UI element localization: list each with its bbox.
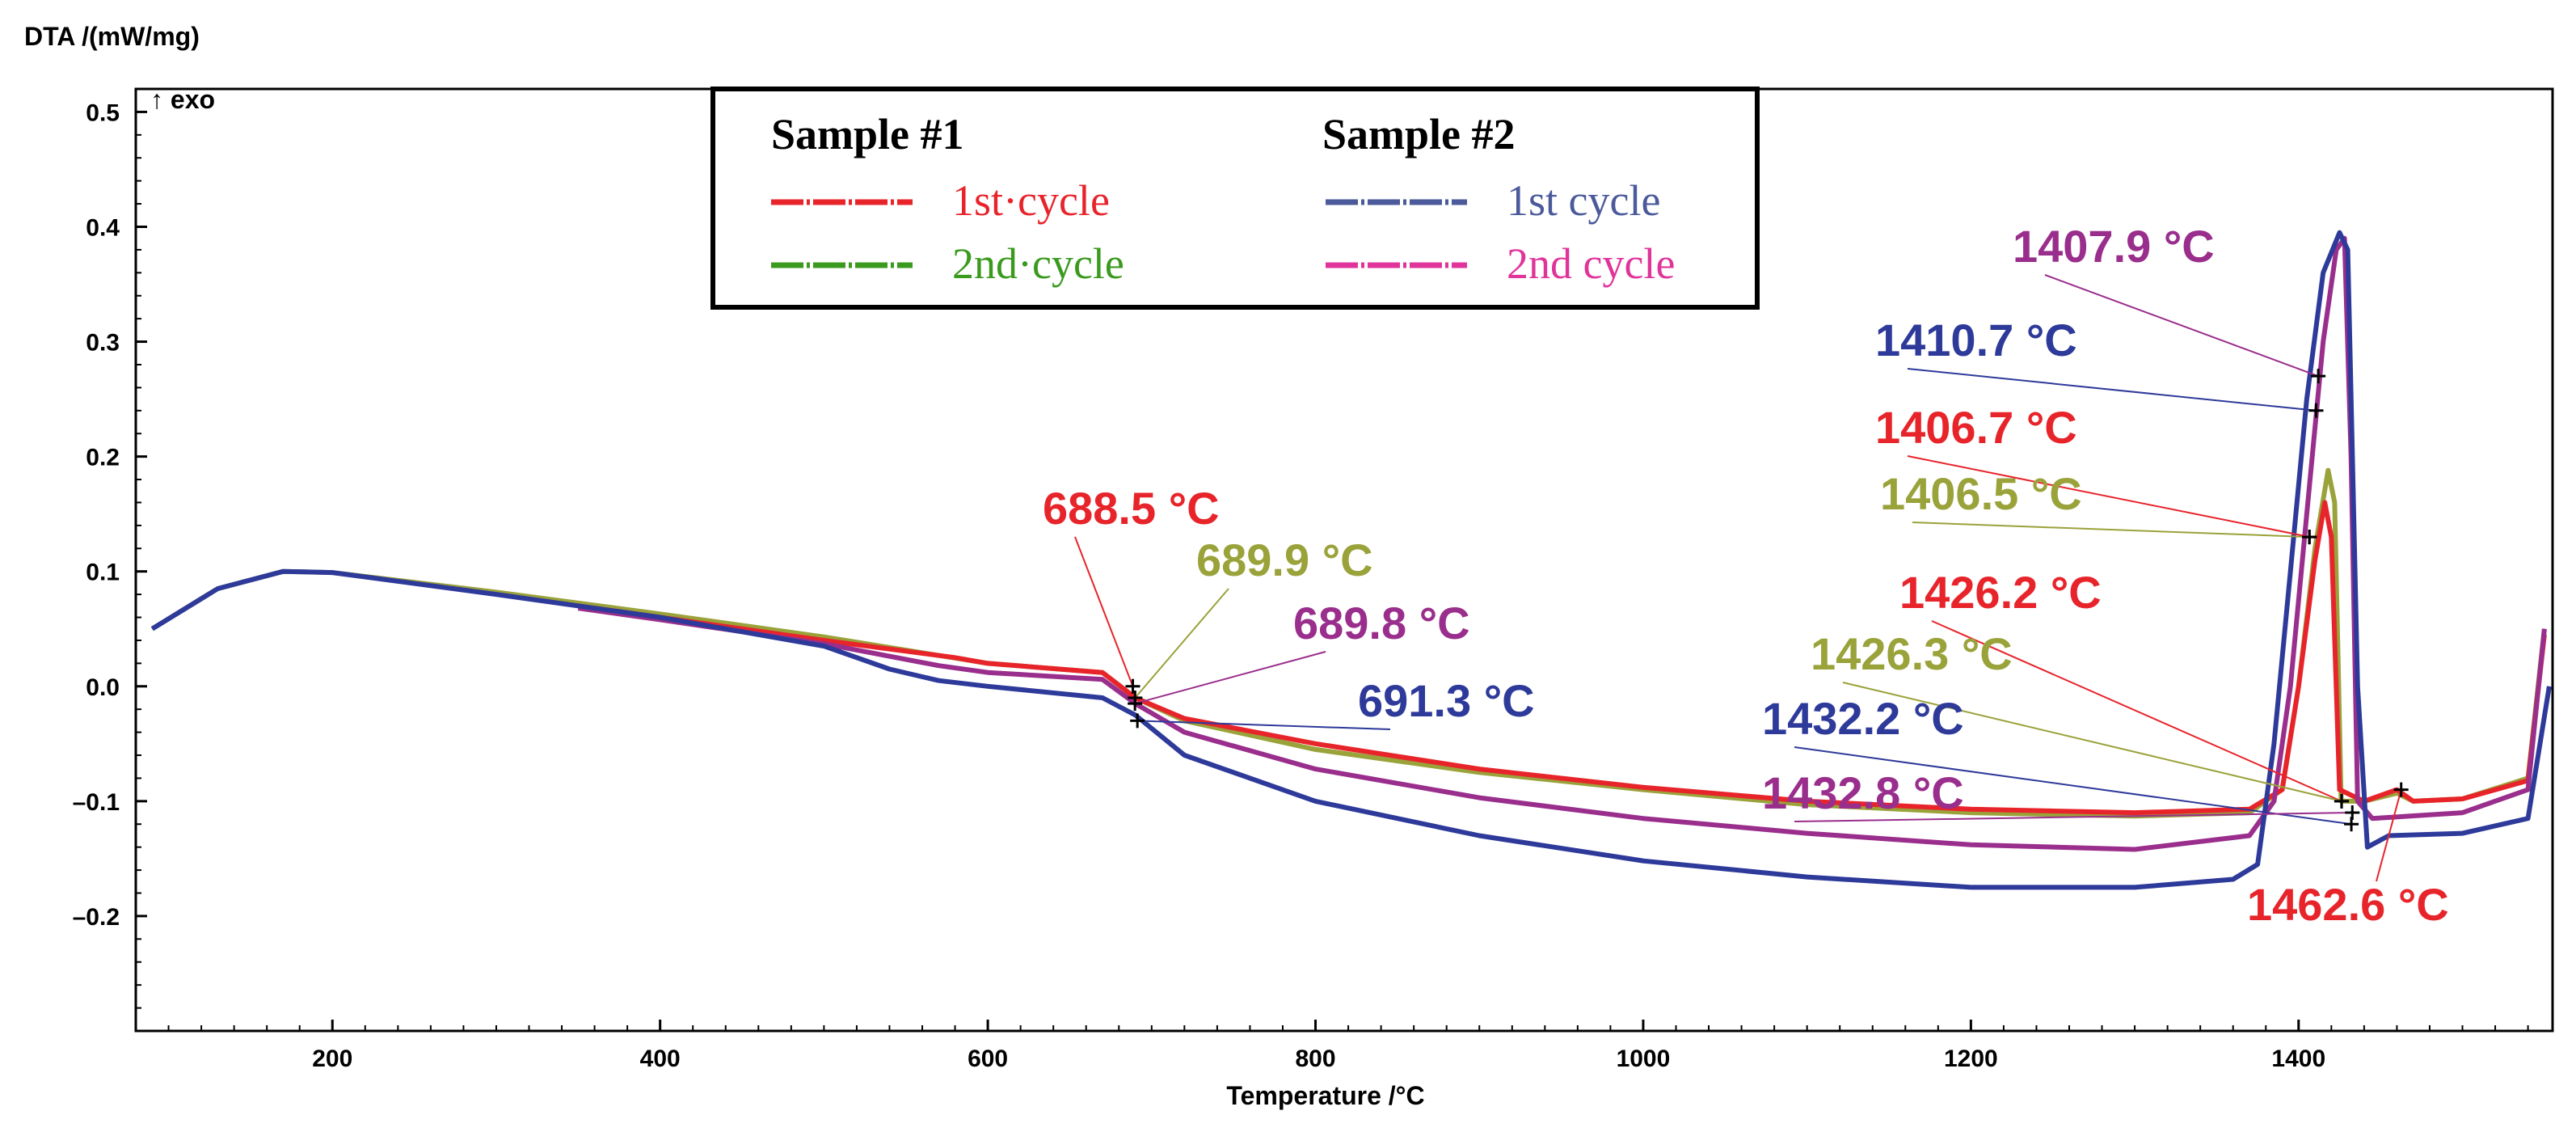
series-layer [150,230,2552,890]
annotation-label: 1407.9 °C [2013,221,2215,272]
annotation-leader-line [1931,620,2342,802]
annotation-label: 688.5 °C [1043,483,1220,534]
annotation-leader-line [1137,720,1391,730]
legend: Sample #1 Sample #2 1st·cycle 2nd·cycle 1s… [710,87,1760,310]
annotation-marker [1128,696,1143,712]
annotation-label: 1426.2 °C [1899,567,2102,618]
annotation-marker [2308,403,2324,418]
annotation-marker [1130,713,1145,729]
annotation-marker [2393,782,2409,797]
x-axis-label: Temperature /°C [1226,1081,1424,1110]
annotation-leader-line [1912,522,2310,539]
annotation-leader-line [1842,682,2342,802]
annotation-leader-line [1134,588,1229,699]
exo-marker: ↑ exo [150,85,215,114]
x-tick-label: 1400 [2271,1045,2325,1072]
y-tick-label: –0.1 [73,789,120,816]
annotation-label: 1406.7 °C [1875,402,2077,453]
x-tick-label: 800 [1295,1045,1335,1072]
annotation-label: 689.9 °C [1196,534,1373,585]
legend-item-label: 1st·cycle [952,176,1110,225]
annotation-leader-line [1134,651,1326,705]
annotation-label: 1432.2 °C [1762,693,1964,744]
annotation-marker [1125,678,1140,694]
y-tick-label: 0.0 [86,674,120,701]
y-tick-label: 0.5 [86,99,120,126]
legend-group-title: Sample #1 [771,110,964,158]
x-tick-label: 400 [640,1045,681,1072]
x-tick-label: 200 [312,1045,352,1072]
dta-series-line-2 [577,500,2547,816]
annotation-marker [2334,793,2350,809]
annotation-marker [2311,369,2326,384]
legend-item-label: 1st cycle [1507,176,1660,225]
y-tick-label: 0.1 [86,560,120,586]
x-tick-label: 1200 [1944,1045,1998,1072]
legend-box [710,87,1760,310]
dta-series-line-4 [150,230,2552,890]
annotation-label: 1406.5 °C [1880,468,2082,519]
plot-axes: 200 400 600 800 1000 1200 1400 0.5 0.4 0.3 0.2 0.1 0… [73,87,2554,1072]
x-tick-label: 1000 [1617,1045,1671,1072]
y-tick-label: 0.3 [86,330,120,357]
annotation-leader-line [1794,746,2352,826]
y-tick-label: 0.4 [86,214,120,241]
annotation-leader-line [1907,368,2317,412]
annotation-leader-line [1794,812,2353,822]
x-tick-label: 600 [968,1045,1008,1072]
annotation-label: 1410.7 °C [1875,315,2077,365]
annotation-label: 689.8 °C [1293,598,1470,648]
annotation-label: 691.3 °C [1358,675,1535,726]
annotation-leader-line [1907,455,2310,539]
legend-item-label: 2nd cycle [1507,239,1675,288]
annotation-leader-line [2376,789,2402,882]
legend-group-title: Sample #2 [1322,110,1516,158]
annotation-label: 1432.8 °C [1762,767,1964,818]
annotation-label: 1462.6 °C [2247,879,2449,930]
annotation-marker [2301,530,2317,545]
annotation-marker [2345,805,2360,821]
legend-item-label: 2nd·cycle [952,239,1124,288]
y-tick-label: –0.2 [73,904,120,931]
y-tick-label: 0.2 [86,445,120,471]
y-axis-label: DTA /(mW/mg) [24,22,200,51]
annotation-label: 1426.3 °C [1811,628,2013,679]
annotation-leader-line [2044,274,2319,378]
annotation-leader-line [1074,536,1134,687]
